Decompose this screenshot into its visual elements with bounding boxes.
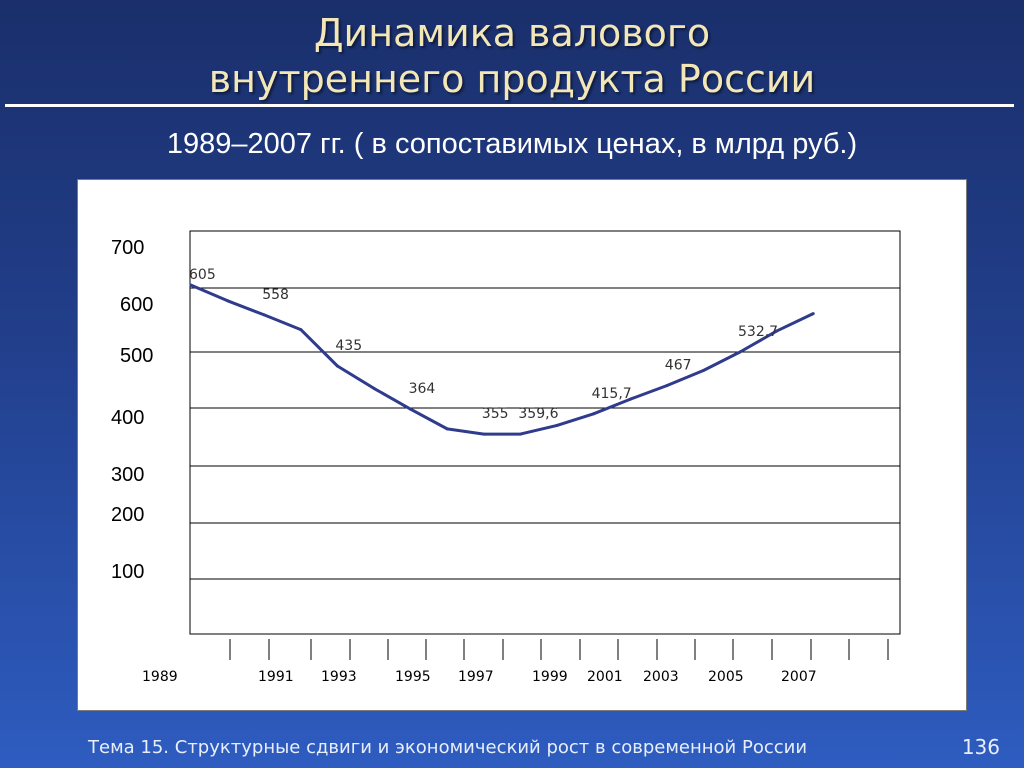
data-point: [409, 407, 413, 411]
data-point: [445, 427, 449, 431]
data-label: 355: [482, 406, 509, 422]
y-tick-label: 300: [111, 464, 144, 486]
slide-title: Динамика валового внутреннего продукта Р…: [0, 10, 1024, 102]
data-label: 415,7: [592, 386, 632, 402]
data-point: [518, 432, 522, 436]
data-label: 558: [262, 287, 289, 303]
data-point: [811, 312, 815, 316]
x-tick-label: 1997: [458, 669, 494, 685]
data-point: [665, 384, 669, 388]
x-tick-label: 2003: [643, 669, 679, 685]
footer-topic: Тема 15. Структурные сдвиги и экономичес…: [88, 737, 808, 758]
data-label: 467: [665, 358, 692, 374]
data-point: [482, 432, 486, 436]
data-label: 532,7: [738, 324, 778, 340]
data-point: [775, 329, 779, 333]
x-tick-label: 2001: [587, 669, 623, 685]
data-label: 364: [409, 381, 436, 397]
data-point: [592, 412, 596, 416]
y-tick-label: 600: [120, 294, 153, 316]
gdp-series-line: [190, 283, 814, 436]
data-point: [372, 386, 376, 390]
data-point: [226, 299, 230, 303]
x-tick-label: 1993: [321, 669, 357, 685]
y-tick-label: 100: [111, 561, 144, 583]
x-tick-label: 1989: [142, 669, 178, 685]
x-tick-label: 2007: [781, 669, 817, 685]
data-point: [262, 313, 266, 317]
x-tick-label: 1991: [258, 669, 294, 685]
data-label: 435: [335, 338, 362, 354]
data-label: 359,6: [518, 406, 558, 422]
data-point: [701, 368, 705, 372]
x-tick-label: 1995: [395, 669, 431, 685]
chart-subtitle: 1989–2007 гг. ( в сопоставимых ценах, в …: [166, 128, 858, 160]
title-line-2: внутреннего продукта России: [208, 57, 816, 101]
chart-panel: 700 600 500 400 300 200 100 1989 1991 1993 1995 199…: [77, 179, 967, 711]
plot-frame: [189, 230, 901, 635]
data-point: [189, 283, 193, 287]
x-tick-label: 2005: [708, 669, 744, 685]
title-divider: [5, 104, 1014, 107]
data-point: [299, 328, 303, 332]
data-point: [738, 350, 742, 354]
data-point: [555, 423, 559, 427]
data-label: 605: [189, 267, 216, 283]
data-point: [335, 364, 339, 368]
y-tick-label: 500: [120, 345, 153, 367]
title-line-1: Динамика валового: [313, 11, 711, 55]
y-tick-label: 700: [111, 237, 144, 259]
page-number: 136: [961, 735, 1000, 759]
data-point: [628, 397, 632, 401]
gdp-line-chart: 700 600 500 400 300 200 100 1989 1991 1993 1995 199…: [111, 230, 901, 685]
y-tick-label: 200: [111, 504, 144, 526]
x-tick-label: 1999: [532, 669, 568, 685]
y-tick-label: 400: [111, 407, 144, 429]
